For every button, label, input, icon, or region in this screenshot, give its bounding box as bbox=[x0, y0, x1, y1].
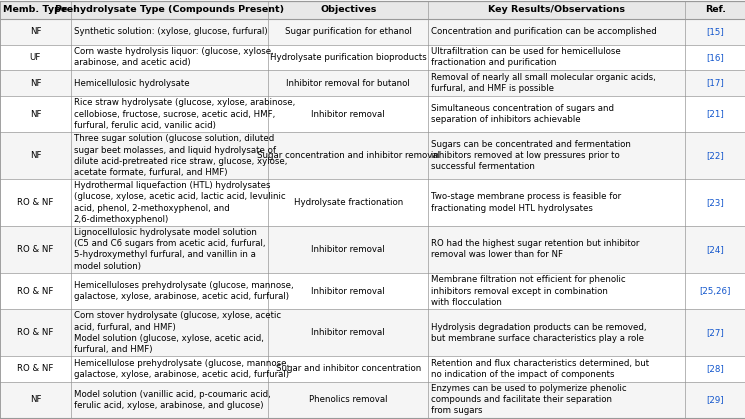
Text: Key Results/Observations: Key Results/Observations bbox=[489, 5, 625, 14]
Bar bbox=[0, 1, 745, 19]
Text: Hydrothermal liquefaction (HTL) hydrolysates
(glucose, xylose, acetic acid, lact: Hydrothermal liquefaction (HTL) hydrolys… bbox=[74, 181, 285, 224]
Text: Corn stover hydrolysate (glucose, xylose, acetic
acid, furfural, and HMF)
Model : Corn stover hydrolysate (glucose, xylose… bbox=[74, 311, 281, 354]
Text: Phenolics removal: Phenolics removal bbox=[309, 396, 387, 404]
Text: [17]: [17] bbox=[706, 78, 724, 88]
Bar bbox=[0, 70, 745, 96]
Text: Retention and flux characteristics determined, but
no indication of the impact o: Retention and flux characteristics deter… bbox=[431, 359, 650, 379]
Text: [15]: [15] bbox=[706, 27, 724, 36]
Text: Hydrolysis degradation products can be removed,
but membrane surface characteris: Hydrolysis degradation products can be r… bbox=[431, 323, 647, 343]
Text: [24]: [24] bbox=[706, 245, 724, 254]
Text: Membrane filtration not efficient for phenolic
inhibitors removal except in comb: Membrane filtration not efficient for ph… bbox=[431, 275, 626, 307]
Text: Ref.: Ref. bbox=[705, 5, 726, 14]
Text: Two-stage membrane process is feasible for
fractionating model HTL hydrolysates: Two-stage membrane process is feasible f… bbox=[431, 192, 621, 212]
Text: Ultrafiltration can be used for hemicellulose
fractionation and purification: Ultrafiltration can be used for hemicell… bbox=[431, 47, 621, 67]
Text: [25,26]: [25,26] bbox=[700, 287, 731, 295]
Text: Concentration and purification can be accomplished: Concentration and purification can be ac… bbox=[431, 27, 657, 36]
Text: NF: NF bbox=[30, 27, 41, 36]
Text: RO & NF: RO & NF bbox=[17, 287, 54, 295]
Text: Hemicelluloses prehydrolysate (glucose, mannose,
galactose, xylose, arabinose, a: Hemicelluloses prehydrolysate (glucose, … bbox=[74, 281, 294, 301]
Text: Model solution (vanillic acid, p-coumaric acid,
ferulic acid, xylose, arabinose,: Model solution (vanillic acid, p-coumari… bbox=[74, 390, 270, 410]
Bar bbox=[0, 132, 745, 179]
Text: Inhibitor removal: Inhibitor removal bbox=[311, 328, 385, 337]
Text: Removal of nearly all small molecular organic acids,
furfural, and HMF is possib: Removal of nearly all small molecular or… bbox=[431, 73, 656, 93]
Text: Objectives: Objectives bbox=[320, 5, 376, 14]
Bar bbox=[0, 44, 745, 70]
Text: NF: NF bbox=[30, 78, 41, 88]
Text: Inhibitor removal for butanol: Inhibitor removal for butanol bbox=[286, 78, 410, 88]
Text: Memb. Type: Memb. Type bbox=[3, 5, 68, 14]
Text: Simultaneous concentration of sugars and
separation of inhibitors achievable: Simultaneous concentration of sugars and… bbox=[431, 104, 615, 124]
Text: NF: NF bbox=[30, 396, 41, 404]
Bar bbox=[0, 179, 745, 226]
Text: [27]: [27] bbox=[706, 328, 724, 337]
Bar bbox=[0, 226, 745, 273]
Text: Hemicellulosic hydrolysate: Hemicellulosic hydrolysate bbox=[74, 78, 189, 88]
Text: [28]: [28] bbox=[706, 365, 724, 373]
Bar bbox=[0, 309, 745, 356]
Text: [21]: [21] bbox=[706, 109, 724, 119]
Text: RO & NF: RO & NF bbox=[17, 245, 54, 254]
Bar bbox=[0, 382, 745, 418]
Text: Inhibitor removal: Inhibitor removal bbox=[311, 287, 385, 295]
Text: RO had the highest sugar retention but inhibitor
removal was lower than for NF: RO had the highest sugar retention but i… bbox=[431, 239, 640, 259]
Text: Inhibitor removal: Inhibitor removal bbox=[311, 245, 385, 254]
Text: [29]: [29] bbox=[706, 396, 724, 404]
Text: [22]: [22] bbox=[706, 151, 724, 160]
Text: NF: NF bbox=[30, 151, 41, 160]
Text: Sugar and inhibitor concentration: Sugar and inhibitor concentration bbox=[276, 365, 421, 373]
Text: RO & NF: RO & NF bbox=[17, 198, 54, 207]
Text: Sugars can be concentrated and fermentation
inhibitors removed at low pressures : Sugars can be concentrated and fermentat… bbox=[431, 140, 631, 171]
Text: Hydrolysate fractionation: Hydrolysate fractionation bbox=[294, 198, 403, 207]
Text: Enzymes can be used to polymerize phenolic
compounds and facilitate their separa: Enzymes can be used to polymerize phenol… bbox=[431, 384, 627, 416]
Text: NF: NF bbox=[30, 109, 41, 119]
Text: Lignocellulosic hydrolysate model solution
(C5 and C6 sugars from acetic acid, f: Lignocellulosic hydrolysate model soluti… bbox=[74, 228, 265, 271]
Text: [23]: [23] bbox=[706, 198, 724, 207]
Text: Sugar purification for ethanol: Sugar purification for ethanol bbox=[285, 27, 412, 36]
Text: Prehydrolysate Type (Compounds Present): Prehydrolysate Type (Compounds Present) bbox=[55, 5, 284, 14]
Text: Hemicellulose prehydrolysate (glucose, mannose,
galactose, xylose, arabinose, ac: Hemicellulose prehydrolysate (glucose, m… bbox=[74, 359, 289, 379]
Bar bbox=[0, 96, 745, 132]
Text: Rice straw hydrolysate (glucose, xylose, arabinose,
cellobiose, fructose, sucros: Rice straw hydrolysate (glucose, xylose,… bbox=[74, 98, 295, 129]
Text: Three sugar solution (glucose solution, diluted
sugar beet molasses, and liquid : Three sugar solution (glucose solution, … bbox=[74, 134, 287, 177]
Bar bbox=[0, 356, 745, 382]
Text: UF: UF bbox=[30, 53, 41, 62]
Text: [16]: [16] bbox=[706, 53, 724, 62]
Text: RO & NF: RO & NF bbox=[17, 328, 54, 337]
Text: Hydrolysate purification bioproducts: Hydrolysate purification bioproducts bbox=[270, 53, 427, 62]
Bar bbox=[0, 19, 745, 44]
Bar bbox=[0, 273, 745, 309]
Text: Inhibitor removal: Inhibitor removal bbox=[311, 109, 385, 119]
Text: Synthetic solution: (xylose, glucose, furfural): Synthetic solution: (xylose, glucose, fu… bbox=[74, 27, 267, 36]
Text: RO & NF: RO & NF bbox=[17, 365, 54, 373]
Text: Sugar concentration and inhibitor removal: Sugar concentration and inhibitor remova… bbox=[257, 151, 440, 160]
Text: Corn waste hydrolysis liquor: (glucose, xylose,
arabinose, and acetic acid): Corn waste hydrolysis liquor: (glucose, … bbox=[74, 47, 273, 67]
